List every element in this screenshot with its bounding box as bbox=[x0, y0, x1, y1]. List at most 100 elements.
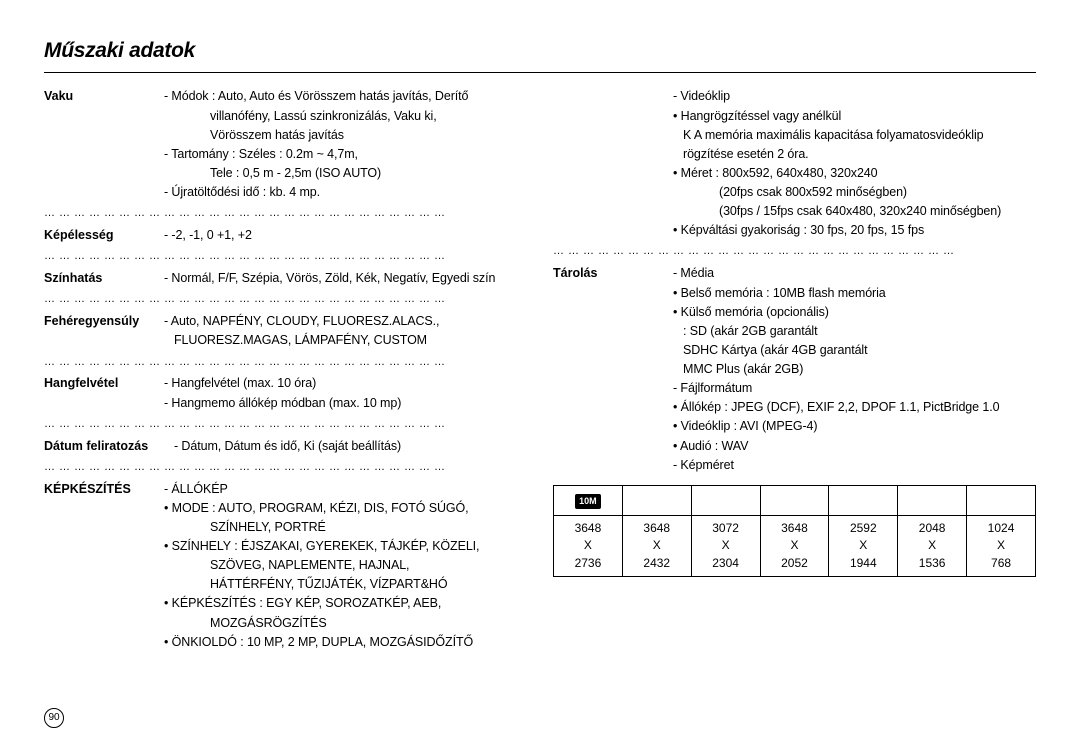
text-line: • Belső memória : 10MB flash memória bbox=[673, 284, 1036, 302]
divider-dots: ……………………………………………………………………… bbox=[44, 249, 527, 265]
badge-10m: 10M bbox=[575, 494, 601, 509]
text-line: • KÉPKÉSZÍTÉS : EGY KÉP, SOROZATKÉP, AEB… bbox=[164, 594, 527, 612]
text-line: SDHC Kártya (akár 4GB garantált bbox=[673, 341, 1036, 359]
text-line: - Fájlformátum bbox=[673, 379, 1036, 397]
size-w: 3072 bbox=[712, 521, 739, 535]
body-hangfelvetel: - Hangfelvétel (max. 10 óra) - Hangmemo … bbox=[164, 374, 527, 412]
text-line: villanófény, Lassú szinkronizálás, Vaku … bbox=[164, 107, 527, 125]
size-x: X bbox=[859, 538, 867, 552]
text-line: Tele : 0,5 m - 2,5m (ISO AUTO) bbox=[164, 164, 527, 182]
text-line: - Újratöltődési idő : kb. 4 mp. bbox=[164, 183, 527, 201]
text-line: - Média bbox=[673, 264, 1036, 282]
size-w: 2048 bbox=[919, 521, 946, 535]
spec-kepelesseg: Képélesség - -2, -1, 0 +1, +2 bbox=[44, 226, 527, 245]
text-line: - Auto, NAPFÉNY, CLOUDY, FLUORESZ.ALACS.… bbox=[164, 312, 527, 330]
image-size-table: 10M 3648 X 2736 3648 X 2432 bbox=[553, 485, 1036, 577]
size-x: X bbox=[722, 538, 730, 552]
size-x: X bbox=[928, 538, 936, 552]
table-header-cell bbox=[898, 485, 967, 515]
table-cell: 3648 X 2736 bbox=[554, 515, 623, 576]
text-line: - Dátum, Dátum és idő, Ki (saját beállít… bbox=[174, 437, 527, 455]
text-line: - Tartomány : Széles : 0.2m ~ 4,7m, bbox=[164, 145, 527, 163]
divider-dots: ……………………………………………………………………… bbox=[553, 244, 1036, 260]
spec-datum: Dátum feliratozás - Dátum, Dátum és idő,… bbox=[44, 437, 527, 456]
label-kepelesseg: Képélesség bbox=[44, 226, 164, 245]
table-cell: 3648 X 2052 bbox=[760, 515, 829, 576]
table-cell: 3072 X 2304 bbox=[691, 515, 760, 576]
divider-dots: ……………………………………………………………………… bbox=[44, 355, 527, 371]
text-line: - Hangfelvétel (max. 10 óra) bbox=[164, 374, 527, 392]
size-w: 1024 bbox=[988, 521, 1015, 535]
content-columns: Vaku - Módok : Auto, Auto és Vörösszem h… bbox=[44, 87, 1036, 651]
text-line: - Hangmemo állókép módban (max. 10 mp) bbox=[164, 394, 527, 412]
text-line: HÁTTÉRFÉNY, TŰZIJÁTÉK, VÍZPART&HÓ bbox=[164, 575, 527, 593]
label-datum: Dátum feliratozás bbox=[44, 437, 174, 456]
body-video: - Videóklip • Hangrögzítéssel vagy anélk… bbox=[673, 87, 1036, 240]
body-datum: - Dátum, Dátum és idő, Ki (saját beállít… bbox=[174, 437, 527, 456]
text-line: - Módok : Auto, Auto és Vörösszem hatás … bbox=[164, 87, 527, 105]
text-line: rögzítése esetén 2 óra. bbox=[673, 145, 1036, 163]
body-kepelesseg: - -2, -1, 0 +1, +2 bbox=[164, 226, 527, 245]
divider-dots: ……………………………………………………………………… bbox=[44, 206, 527, 222]
spec-szinhatas: Színhatás - Normál, F/F, Szépia, Vörös, … bbox=[44, 269, 527, 288]
size-w: 3648 bbox=[575, 521, 602, 535]
table-header-cell bbox=[829, 485, 898, 515]
text-line: K A memória maximális kapacitása folyama… bbox=[673, 126, 1036, 144]
text-line: • Képváltási gyakoriság : 30 fps, 20 fps… bbox=[673, 221, 1036, 239]
size-h: 2304 bbox=[712, 556, 739, 570]
size-h: 2736 bbox=[575, 556, 602, 570]
text-line: • MODE : AUTO, PROGRAM, KÉZI, DIS, FOTÓ … bbox=[164, 499, 527, 517]
size-h: 2432 bbox=[643, 556, 670, 570]
table-header-cell bbox=[622, 485, 691, 515]
page-title: Műszaki adatok bbox=[44, 36, 1036, 66]
text-line: • Videóklip : AVI (MPEG-4) bbox=[673, 417, 1036, 435]
size-w: 2592 bbox=[850, 521, 877, 535]
size-x: X bbox=[653, 538, 661, 552]
divider-dots: ……………………………………………………………………… bbox=[44, 417, 527, 433]
text-line: • Audió : WAV bbox=[673, 437, 1036, 455]
text-line: - Képméret bbox=[673, 456, 1036, 474]
size-h: 1944 bbox=[850, 556, 877, 570]
text-line: - Videóklip bbox=[673, 87, 1036, 105]
size-w: 3648 bbox=[781, 521, 808, 535]
spec-tarolas: Tárolás - Média • Belső memória : 10MB f… bbox=[553, 264, 1036, 474]
body-vaku: - Módok : Auto, Auto és Vörösszem hatás … bbox=[164, 87, 527, 202]
text-line: • Hangrögzítéssel vagy anélkül bbox=[673, 107, 1036, 125]
text-line: (30fps / 15fps csak 640x480, 320x240 min… bbox=[673, 202, 1036, 220]
label-vaku: Vaku bbox=[44, 87, 164, 202]
table-cell: 2048 X 1536 bbox=[898, 515, 967, 576]
title-rule bbox=[44, 72, 1036, 73]
text-line: • ÖNKIOLDÓ : 10 MP, 2 MP, DUPLA, MOZGÁSI… bbox=[164, 633, 527, 651]
text-line: - ÁLLÓKÉP bbox=[164, 480, 527, 498]
text-line: FLUORESZ.MAGAS, LÁMPAFÉNY, CUSTOM bbox=[164, 331, 527, 349]
size-w: 3648 bbox=[643, 521, 670, 535]
spec-vaku: Vaku - Módok : Auto, Auto és Vörösszem h… bbox=[44, 87, 527, 202]
text-line: MMC Plus (akár 2GB) bbox=[673, 360, 1036, 378]
spec-kepkeszites: KÉPKÉSZÍTÉS - ÁLLÓKÉP • MODE : AUTO, PRO… bbox=[44, 480, 527, 652]
table-row: 3648 X 2736 3648 X 2432 3072 X 2304 3648… bbox=[554, 515, 1036, 576]
size-h: 768 bbox=[991, 556, 1011, 570]
table-cell: 3648 X 2432 bbox=[622, 515, 691, 576]
label-szinhatas: Színhatás bbox=[44, 269, 164, 288]
label-kepkeszites: KÉPKÉSZÍTÉS bbox=[44, 480, 164, 652]
text-line: • Külső memória (opcionális) bbox=[673, 303, 1036, 321]
size-x: X bbox=[584, 538, 592, 552]
page-number: 90 bbox=[44, 708, 64, 728]
text-line: MOZGÁSRÖGZÍTÉS bbox=[164, 614, 527, 632]
table-header-cell bbox=[691, 485, 760, 515]
body-kepkeszites: - ÁLLÓKÉP • MODE : AUTO, PROGRAM, KÉZI, … bbox=[164, 480, 527, 652]
text-line: • SZÍNHELY : ÉJSZAKAI, GYEREKEK, TÁJKÉP,… bbox=[164, 537, 527, 555]
size-h: 2052 bbox=[781, 556, 808, 570]
divider-dots: ……………………………………………………………………… bbox=[44, 460, 527, 476]
table-header-cell bbox=[967, 485, 1036, 515]
table-cell: 1024 X 768 bbox=[967, 515, 1036, 576]
size-x: X bbox=[790, 538, 798, 552]
body-tarolas: - Média • Belső memória : 10MB flash mem… bbox=[673, 264, 1036, 474]
text-line: SZÖVEG, NAPLEMENTE, HAJNAL, bbox=[164, 556, 527, 574]
spec-feheregyensuly: Fehéregyensúly - Auto, NAPFÉNY, CLOUDY, … bbox=[44, 312, 527, 350]
text-line: - Normál, F/F, Szépia, Vörös, Zöld, Kék,… bbox=[164, 269, 527, 287]
label-blank bbox=[553, 87, 673, 240]
body-szinhatas: - Normál, F/F, Szépia, Vörös, Zöld, Kék,… bbox=[164, 269, 527, 288]
text-line: • Állókép : JPEG (DCF), EXIF 2,2, DPOF 1… bbox=[673, 398, 1036, 416]
table-cell: 2592 X 1944 bbox=[829, 515, 898, 576]
